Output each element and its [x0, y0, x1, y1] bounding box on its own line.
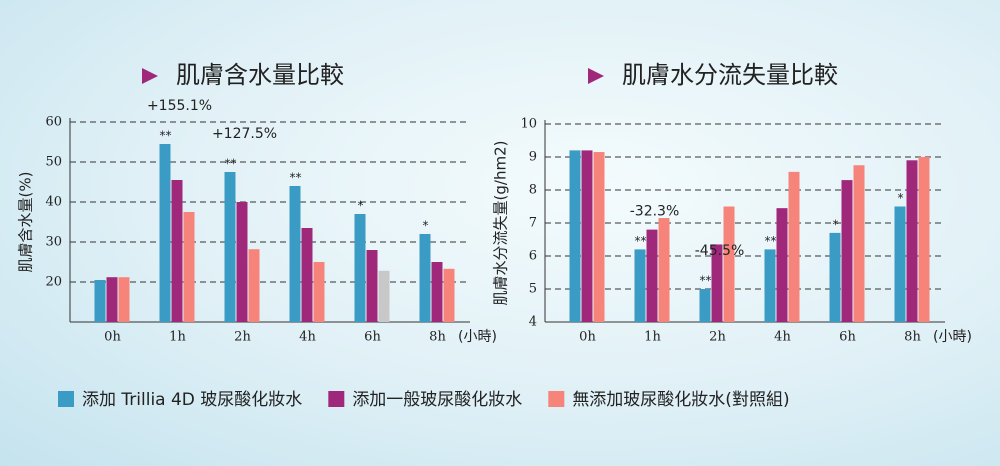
bar	[918, 157, 930, 322]
legend-label: 添加一般玻尿酸化妝水	[352, 390, 522, 410]
title-marker	[588, 68, 604, 84]
bar	[289, 186, 301, 322]
y-tick-label: 8	[529, 183, 537, 198]
bar	[106, 277, 118, 322]
bar	[183, 212, 195, 322]
bar	[118, 277, 130, 322]
significance-label: **	[225, 157, 237, 171]
annotation: +127.5%	[212, 126, 277, 142]
annotation: -45.5%	[695, 243, 745, 259]
significance-label: **	[160, 129, 172, 143]
x-tick-label: 8h	[429, 330, 446, 345]
bar	[248, 249, 260, 322]
y-tick-label: 60	[45, 115, 62, 130]
y-tick-label: 6	[529, 249, 537, 264]
bar	[646, 229, 658, 322]
bar	[723, 206, 735, 322]
bar	[634, 249, 646, 322]
bar	[419, 234, 431, 322]
bar	[301, 228, 313, 322]
legend-swatch	[58, 391, 74, 407]
annotation: -32.3%	[630, 203, 680, 219]
title-marker	[142, 68, 158, 84]
bar	[171, 180, 183, 322]
bar	[658, 218, 670, 322]
bar	[313, 262, 325, 322]
y-axis-label: 肌膚含水量(%)	[17, 172, 35, 273]
bar	[431, 262, 443, 322]
x-tick-label: 2h	[234, 330, 251, 345]
legend-label: 無添加玻尿酸化妝水(對照組)	[572, 390, 789, 410]
x-tick-label: 8h	[904, 330, 921, 345]
significance-label: **	[765, 234, 777, 248]
bar	[366, 250, 378, 322]
significance-label: **	[700, 274, 712, 288]
legend-swatch	[548, 391, 565, 407]
y-tick-label: 4	[529, 315, 537, 330]
x-tick-label: 0h	[104, 330, 121, 345]
y-tick-label: 10	[520, 117, 537, 132]
significance-label: **	[290, 171, 302, 185]
bar	[841, 180, 853, 322]
bar	[776, 208, 788, 322]
bar	[581, 150, 593, 322]
bar	[593, 152, 605, 322]
x-tick-label: 6h	[364, 330, 381, 345]
x-tick-label: 4h	[299, 330, 316, 345]
bar	[236, 202, 248, 322]
bar	[906, 160, 918, 322]
y-tick-label: 7	[529, 216, 537, 231]
y-tick-label: 5	[529, 282, 537, 297]
bar	[788, 171, 800, 322]
significance-label: **	[635, 234, 647, 248]
x-tick-label: 2h	[709, 330, 726, 345]
x-unit: (小時)	[933, 329, 972, 345]
legend-swatch	[328, 391, 345, 407]
x-tick-label: 4h	[774, 330, 791, 345]
chart-title: 肌膚水分流失量比較	[622, 61, 838, 89]
y-tick-label: 20	[45, 275, 62, 290]
bar	[699, 289, 711, 322]
x-tick-label: 6h	[839, 330, 856, 345]
bar	[94, 280, 106, 322]
y-tick-label: 9	[529, 150, 537, 165]
bar	[354, 214, 366, 322]
y-tick-label: 30	[45, 235, 62, 250]
significance-label: *	[833, 217, 839, 231]
bar	[378, 270, 390, 322]
bar	[711, 244, 723, 322]
significance-label: *	[423, 219, 429, 233]
y-tick-label: 50	[45, 155, 62, 170]
y-tick-label: 40	[45, 195, 62, 210]
bar	[224, 172, 236, 322]
annotation: +155.1%	[147, 98, 212, 114]
legend-label: 添加 Trillia 4D 玻尿酸化妝水	[82, 390, 302, 410]
significance-label: *	[358, 199, 364, 213]
bar	[853, 165, 865, 322]
x-unit: (小時)	[458, 329, 497, 345]
bar	[443, 268, 455, 322]
bar	[894, 206, 906, 322]
significance-label: *	[898, 191, 904, 205]
bar	[829, 232, 841, 322]
x-tick-label: 0h	[579, 330, 596, 345]
x-tick-label: 1h	[644, 330, 661, 345]
x-tick-label: 1h	[169, 330, 186, 345]
bar	[764, 249, 776, 322]
y-axis-label: 肌膚水分流失量(g/hm2)	[492, 141, 510, 306]
bar	[569, 150, 581, 322]
bar	[159, 144, 171, 322]
chart-title: 肌膚含水量比較	[176, 61, 344, 89]
